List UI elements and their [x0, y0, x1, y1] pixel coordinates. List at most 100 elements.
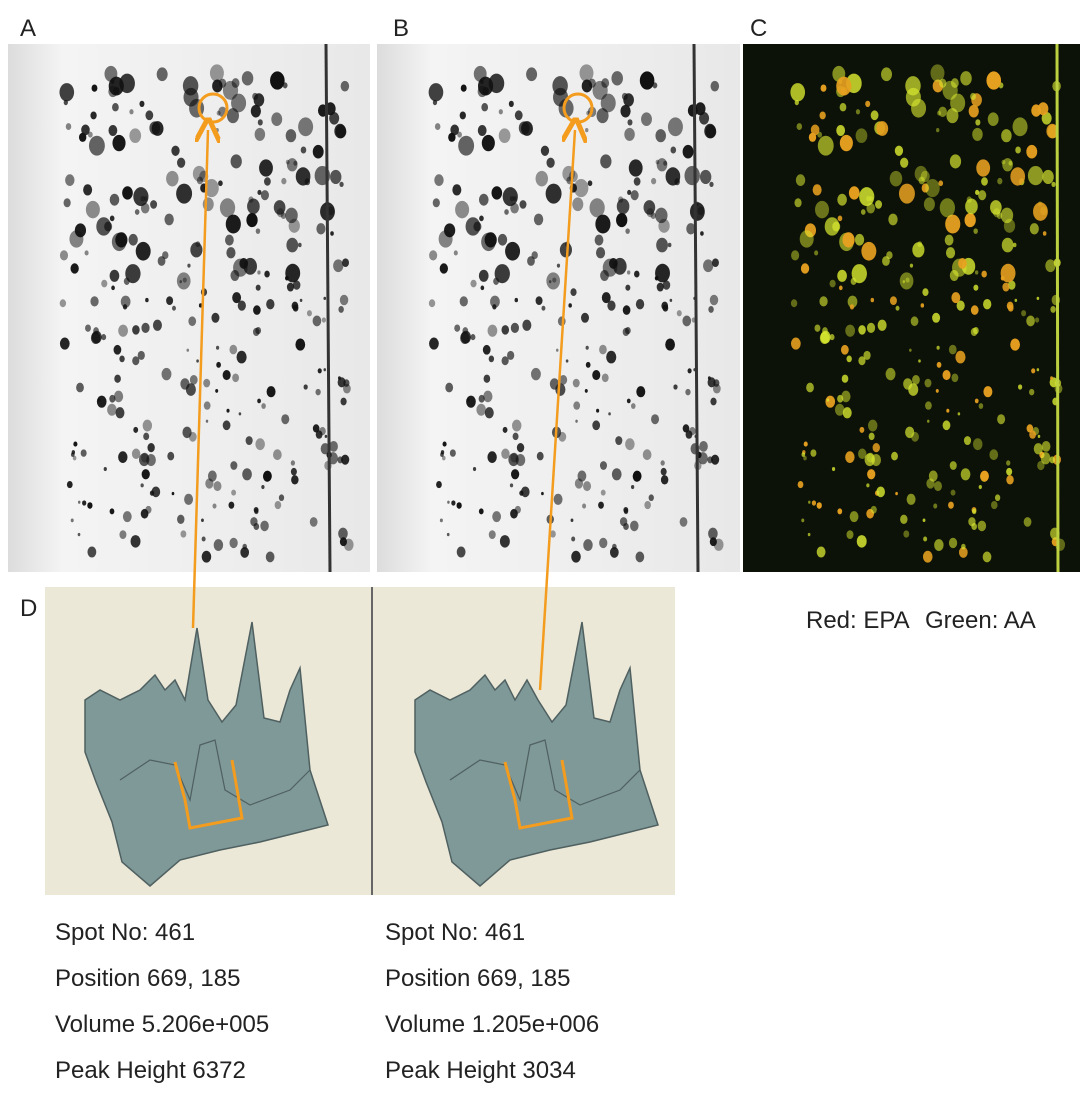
gel-spot	[118, 325, 128, 337]
gel-spot	[707, 456, 713, 463]
gel-spot	[825, 396, 835, 408]
gel-spot	[983, 299, 991, 309]
gel-spot	[60, 250, 68, 260]
gel-spot	[131, 535, 141, 547]
gel-spot	[708, 528, 718, 540]
gel-spot	[452, 184, 461, 195]
spot-line: Spot No: 461	[55, 919, 195, 946]
panel-label: C	[750, 15, 767, 42]
gel-spot	[818, 136, 834, 156]
gel-spot	[856, 109, 860, 114]
gel-spot	[537, 452, 544, 461]
gel-spot	[1006, 460, 1010, 465]
gel-spot	[237, 351, 247, 364]
gel-spot	[867, 323, 875, 333]
gel-spot	[460, 112, 466, 120]
gel-spot	[867, 453, 875, 463]
gel-spot	[139, 101, 144, 107]
gel-spot	[313, 145, 324, 159]
gel-spot	[599, 345, 607, 355]
gel-spot	[940, 198, 955, 217]
gel-spot	[296, 167, 311, 185]
gel-spot	[808, 501, 810, 504]
gel-spot	[479, 270, 489, 282]
gel-spot	[703, 259, 713, 272]
gel-spot	[301, 147, 307, 154]
gel-spot	[145, 298, 148, 302]
gel-spot	[225, 235, 234, 246]
gel-spot	[1026, 145, 1037, 159]
gel-spot	[581, 313, 589, 323]
gel-spot	[640, 71, 655, 89]
gel-spot	[979, 403, 984, 409]
gel-spot	[837, 270, 847, 282]
gel-spot	[442, 456, 446, 460]
gel-spot	[988, 112, 999, 126]
gel-spot	[242, 544, 247, 550]
gel-spot	[820, 112, 826, 120]
gel-spot	[60, 299, 66, 307]
gel-spot	[485, 407, 494, 418]
figure: A B C D Red: EPA Green: AA Spot No: 461 …	[0, 0, 1082, 1089]
gel-spot	[322, 317, 326, 322]
gel-spot	[683, 145, 694, 159]
gel-spot	[850, 304, 854, 309]
gel-spot	[341, 81, 350, 92]
gel-spot	[81, 125, 90, 136]
gel-spot	[59, 83, 74, 101]
gel-spot	[946, 247, 955, 258]
gel-spot	[457, 502, 462, 509]
gel-spot	[627, 270, 630, 274]
gel-spot	[649, 494, 654, 501]
gel-spot	[875, 200, 882, 209]
gel-spot	[291, 468, 297, 476]
gel-spot	[1029, 389, 1034, 396]
gel-spot	[76, 383, 84, 393]
gel-spot	[112, 103, 119, 111]
gel-spot	[183, 277, 187, 282]
gel-spot	[950, 270, 959, 281]
gel-spot	[600, 461, 607, 470]
gel-spot	[812, 500, 816, 505]
gel-spot	[861, 242, 876, 261]
gel-spot	[1008, 305, 1014, 312]
gel-spot	[229, 538, 237, 548]
gel-spot	[1009, 161, 1013, 166]
gel-spot	[993, 208, 1000, 217]
gel-spot	[973, 228, 977, 234]
gel-spot	[801, 518, 804, 522]
gel-spot	[275, 501, 282, 509]
spot-line: Position 669, 185	[55, 965, 240, 992]
gel-spot	[856, 128, 868, 143]
gel-spot	[261, 485, 264, 489]
gel-spot	[223, 420, 231, 430]
gel-spot	[876, 486, 885, 497]
gel-spot	[343, 379, 349, 387]
gel-spot	[313, 316, 322, 327]
gel-spot	[685, 389, 690, 396]
gel-spot	[1038, 435, 1041, 438]
gel-spot	[978, 521, 986, 532]
gel-spot	[943, 370, 951, 380]
gel-spot	[1002, 160, 1006, 165]
gel-spot	[230, 270, 239, 281]
gel-spot	[481, 286, 485, 291]
gel-spot	[636, 386, 645, 397]
gel-spot	[1050, 376, 1053, 380]
gel-spot	[450, 125, 459, 136]
gel-spot	[270, 71, 285, 89]
gel-spot	[903, 280, 905, 283]
gel-spot	[964, 436, 971, 445]
gel-spot	[188, 316, 196, 326]
gel-spot	[627, 119, 632, 125]
gel-spot	[949, 538, 957, 548]
gel-spot	[141, 453, 149, 463]
gel-spot	[924, 197, 935, 211]
gel-spot	[841, 391, 850, 403]
gel-spot	[141, 483, 144, 487]
gel-spot	[504, 209, 509, 215]
gel-spot	[515, 110, 523, 120]
gel-spot	[231, 94, 246, 113]
gel-spot	[643, 449, 652, 460]
gel-spot	[616, 213, 627, 227]
